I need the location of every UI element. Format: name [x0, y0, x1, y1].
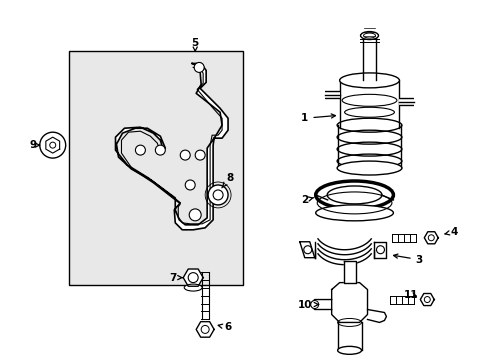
- Circle shape: [185, 180, 195, 190]
- Text: 4: 4: [444, 227, 457, 237]
- Circle shape: [303, 246, 311, 254]
- Ellipse shape: [315, 181, 393, 209]
- Circle shape: [427, 235, 433, 241]
- Polygon shape: [362, 36, 376, 80]
- Ellipse shape: [336, 161, 401, 175]
- Text: 1: 1: [301, 113, 335, 123]
- Text: 3: 3: [393, 254, 422, 265]
- Circle shape: [376, 246, 384, 254]
- Circle shape: [424, 297, 429, 302]
- Circle shape: [155, 145, 165, 155]
- Polygon shape: [374, 242, 386, 258]
- Text: 8: 8: [222, 173, 233, 188]
- Polygon shape: [424, 232, 437, 244]
- Text: 7: 7: [169, 273, 182, 283]
- Text: 10: 10: [297, 300, 318, 310]
- Text: 9: 9: [29, 140, 40, 150]
- Polygon shape: [343, 261, 355, 283]
- Circle shape: [188, 273, 198, 283]
- Polygon shape: [46, 137, 60, 153]
- Polygon shape: [196, 321, 214, 337]
- Bar: [68, 50, 243, 285]
- Circle shape: [180, 150, 190, 160]
- Circle shape: [40, 132, 65, 158]
- Circle shape: [194, 62, 203, 72]
- Text: 11: 11: [403, 289, 418, 300]
- Circle shape: [195, 150, 205, 160]
- Polygon shape: [420, 293, 433, 306]
- Polygon shape: [299, 242, 314, 258]
- Circle shape: [213, 190, 223, 200]
- Polygon shape: [115, 63, 227, 230]
- Circle shape: [208, 185, 227, 205]
- Circle shape: [310, 301, 318, 309]
- Ellipse shape: [315, 205, 393, 221]
- Text: 2: 2: [301, 195, 313, 205]
- Ellipse shape: [339, 73, 399, 88]
- Polygon shape: [311, 300, 331, 310]
- Circle shape: [201, 325, 209, 333]
- Text: 6: 6: [218, 323, 231, 332]
- Circle shape: [189, 209, 201, 221]
- Polygon shape: [337, 323, 361, 350]
- Text: 5: 5: [191, 37, 199, 51]
- Circle shape: [50, 142, 56, 148]
- Polygon shape: [367, 310, 386, 323]
- Polygon shape: [331, 283, 367, 323]
- Polygon shape: [183, 269, 203, 286]
- Ellipse shape: [184, 284, 202, 291]
- Circle shape: [135, 145, 145, 155]
- Ellipse shape: [337, 346, 361, 354]
- Ellipse shape: [360, 32, 378, 40]
